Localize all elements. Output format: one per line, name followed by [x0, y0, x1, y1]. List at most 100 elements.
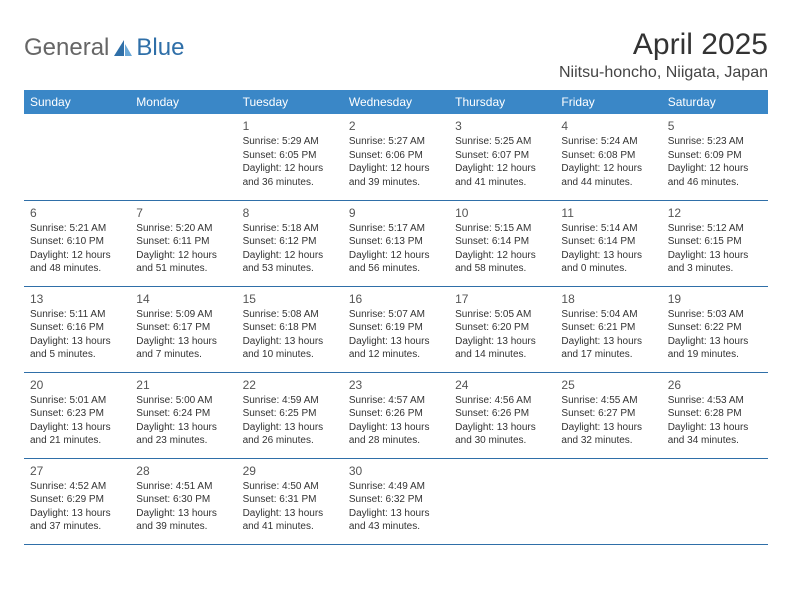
- day-details: Sunrise: 5:07 AMSunset: 6:19 PMDaylight:…: [349, 308, 443, 362]
- sunset-line: Sunset: 6:23 PM: [30, 407, 124, 421]
- sunset-line: Sunset: 6:30 PM: [136, 493, 230, 507]
- sunrise-line: Sunrise: 5:15 AM: [455, 222, 549, 236]
- sunset-line: Sunset: 6:12 PM: [243, 235, 337, 249]
- day-details: Sunrise: 4:50 AMSunset: 6:31 PMDaylight:…: [243, 480, 337, 534]
- header: General Blue April 2025 Niitsu-honcho, N…: [24, 28, 768, 82]
- day-details: Sunrise: 4:59 AMSunset: 6:25 PMDaylight:…: [243, 394, 337, 448]
- day-number: 25: [561, 377, 655, 393]
- logo-sail-icon: [112, 38, 134, 58]
- calendar-cell: 6Sunrise: 5:21 AMSunset: 6:10 PMDaylight…: [24, 200, 130, 286]
- daylight-line: Daylight: 13 hours and 10 minutes.: [243, 335, 337, 362]
- day-details: Sunrise: 4:57 AMSunset: 6:26 PMDaylight:…: [349, 394, 443, 448]
- day-header: Tuesday: [237, 90, 343, 114]
- daylight-line: Daylight: 13 hours and 39 minutes.: [136, 507, 230, 534]
- day-header: Monday: [130, 90, 236, 114]
- sunset-line: Sunset: 6:06 PM: [349, 149, 443, 163]
- daylight-line: Daylight: 12 hours and 44 minutes.: [561, 162, 655, 189]
- sunset-line: Sunset: 6:14 PM: [455, 235, 549, 249]
- day-details: Sunrise: 5:04 AMSunset: 6:21 PMDaylight:…: [561, 308, 655, 362]
- calendar-cell-empty: [555, 458, 661, 544]
- day-number: 10: [455, 205, 549, 221]
- day-number: 27: [30, 463, 124, 479]
- calendar-cell: 18Sunrise: 5:04 AMSunset: 6:21 PMDayligh…: [555, 286, 661, 372]
- day-number: 1: [243, 118, 337, 134]
- sunrise-line: Sunrise: 5:27 AM: [349, 135, 443, 149]
- sunrise-line: Sunrise: 4:51 AM: [136, 480, 230, 494]
- daylight-line: Daylight: 13 hours and 14 minutes.: [455, 335, 549, 362]
- sunrise-line: Sunrise: 5:29 AM: [243, 135, 337, 149]
- day-details: Sunrise: 5:17 AMSunset: 6:13 PMDaylight:…: [349, 222, 443, 276]
- sunrise-line: Sunrise: 4:57 AM: [349, 394, 443, 408]
- day-details: Sunrise: 5:27 AMSunset: 6:06 PMDaylight:…: [349, 135, 443, 189]
- calendar-cell: 29Sunrise: 4:50 AMSunset: 6:31 PMDayligh…: [237, 458, 343, 544]
- calendar-cell: 30Sunrise: 4:49 AMSunset: 6:32 PMDayligh…: [343, 458, 449, 544]
- day-number: 9: [349, 205, 443, 221]
- day-header: Thursday: [449, 90, 555, 114]
- calendar-row: 20Sunrise: 5:01 AMSunset: 6:23 PMDayligh…: [24, 372, 768, 458]
- sunrise-line: Sunrise: 5:21 AM: [30, 222, 124, 236]
- day-details: Sunrise: 5:14 AMSunset: 6:14 PMDaylight:…: [561, 222, 655, 276]
- daylight-line: Daylight: 13 hours and 28 minutes.: [349, 421, 443, 448]
- calendar-cell: 3Sunrise: 5:25 AMSunset: 6:07 PMDaylight…: [449, 114, 555, 200]
- day-details: Sunrise: 5:25 AMSunset: 6:07 PMDaylight:…: [455, 135, 549, 189]
- sunset-line: Sunset: 6:11 PM: [136, 235, 230, 249]
- calendar-cell: 1Sunrise: 5:29 AMSunset: 6:05 PMDaylight…: [237, 114, 343, 200]
- day-header: Sunday: [24, 90, 130, 114]
- sunrise-line: Sunrise: 4:56 AM: [455, 394, 549, 408]
- day-details: Sunrise: 4:51 AMSunset: 6:30 PMDaylight:…: [136, 480, 230, 534]
- calendar-cell: 9Sunrise: 5:17 AMSunset: 6:13 PMDaylight…: [343, 200, 449, 286]
- daylight-line: Daylight: 12 hours and 46 minutes.: [668, 162, 762, 189]
- sunrise-line: Sunrise: 5:18 AM: [243, 222, 337, 236]
- sunset-line: Sunset: 6:26 PM: [455, 407, 549, 421]
- daylight-line: Daylight: 13 hours and 26 minutes.: [243, 421, 337, 448]
- calendar-cell: 11Sunrise: 5:14 AMSunset: 6:14 PMDayligh…: [555, 200, 661, 286]
- calendar-cell: 8Sunrise: 5:18 AMSunset: 6:12 PMDaylight…: [237, 200, 343, 286]
- day-details: Sunrise: 5:20 AMSunset: 6:11 PMDaylight:…: [136, 222, 230, 276]
- daylight-line: Daylight: 13 hours and 37 minutes.: [30, 507, 124, 534]
- day-details: Sunrise: 5:01 AMSunset: 6:23 PMDaylight:…: [30, 394, 124, 448]
- calendar-cell: 23Sunrise: 4:57 AMSunset: 6:26 PMDayligh…: [343, 372, 449, 458]
- calendar-cell: 19Sunrise: 5:03 AMSunset: 6:22 PMDayligh…: [662, 286, 768, 372]
- sunrise-line: Sunrise: 5:04 AM: [561, 308, 655, 322]
- title-block: April 2025 Niitsu-honcho, Niigata, Japan: [559, 28, 768, 82]
- sunrise-line: Sunrise: 5:01 AM: [30, 394, 124, 408]
- calendar-cell: 13Sunrise: 5:11 AMSunset: 6:16 PMDayligh…: [24, 286, 130, 372]
- daylight-line: Daylight: 13 hours and 23 minutes.: [136, 421, 230, 448]
- day-details: Sunrise: 5:12 AMSunset: 6:15 PMDaylight:…: [668, 222, 762, 276]
- day-number: 7: [136, 205, 230, 221]
- daylight-line: Daylight: 12 hours and 39 minutes.: [349, 162, 443, 189]
- sunset-line: Sunset: 6:19 PM: [349, 321, 443, 335]
- day-details: Sunrise: 4:53 AMSunset: 6:28 PMDaylight:…: [668, 394, 762, 448]
- sunset-line: Sunset: 6:07 PM: [455, 149, 549, 163]
- sunset-line: Sunset: 6:16 PM: [30, 321, 124, 335]
- day-details: Sunrise: 5:11 AMSunset: 6:16 PMDaylight:…: [30, 308, 124, 362]
- sunset-line: Sunset: 6:10 PM: [30, 235, 124, 249]
- sunrise-line: Sunrise: 5:25 AM: [455, 135, 549, 149]
- sunset-line: Sunset: 6:08 PM: [561, 149, 655, 163]
- day-number: 19: [668, 291, 762, 307]
- day-number: 8: [243, 205, 337, 221]
- day-details: Sunrise: 5:29 AMSunset: 6:05 PMDaylight:…: [243, 135, 337, 189]
- sunset-line: Sunset: 6:09 PM: [668, 149, 762, 163]
- sunset-line: Sunset: 6:25 PM: [243, 407, 337, 421]
- calendar-cell: 16Sunrise: 5:07 AMSunset: 6:19 PMDayligh…: [343, 286, 449, 372]
- sunrise-line: Sunrise: 5:12 AM: [668, 222, 762, 236]
- day-details: Sunrise: 5:08 AMSunset: 6:18 PMDaylight:…: [243, 308, 337, 362]
- sunrise-line: Sunrise: 5:07 AM: [349, 308, 443, 322]
- calendar-cell: 22Sunrise: 4:59 AMSunset: 6:25 PMDayligh…: [237, 372, 343, 458]
- day-details: Sunrise: 5:15 AMSunset: 6:14 PMDaylight:…: [455, 222, 549, 276]
- calendar-cell-empty: [24, 114, 130, 200]
- day-details: Sunrise: 4:52 AMSunset: 6:29 PMDaylight:…: [30, 480, 124, 534]
- sunrise-line: Sunrise: 5:20 AM: [136, 222, 230, 236]
- sunrise-line: Sunrise: 5:17 AM: [349, 222, 443, 236]
- day-number: 24: [455, 377, 549, 393]
- daylight-line: Daylight: 13 hours and 30 minutes.: [455, 421, 549, 448]
- day-details: Sunrise: 4:55 AMSunset: 6:27 PMDaylight:…: [561, 394, 655, 448]
- daylight-line: Daylight: 13 hours and 17 minutes.: [561, 335, 655, 362]
- daylight-line: Daylight: 12 hours and 36 minutes.: [243, 162, 337, 189]
- sunset-line: Sunset: 6:05 PM: [243, 149, 337, 163]
- daylight-line: Daylight: 13 hours and 12 minutes.: [349, 335, 443, 362]
- calendar-cell: 27Sunrise: 4:52 AMSunset: 6:29 PMDayligh…: [24, 458, 130, 544]
- sunrise-line: Sunrise: 5:05 AM: [455, 308, 549, 322]
- daylight-line: Daylight: 13 hours and 34 minutes.: [668, 421, 762, 448]
